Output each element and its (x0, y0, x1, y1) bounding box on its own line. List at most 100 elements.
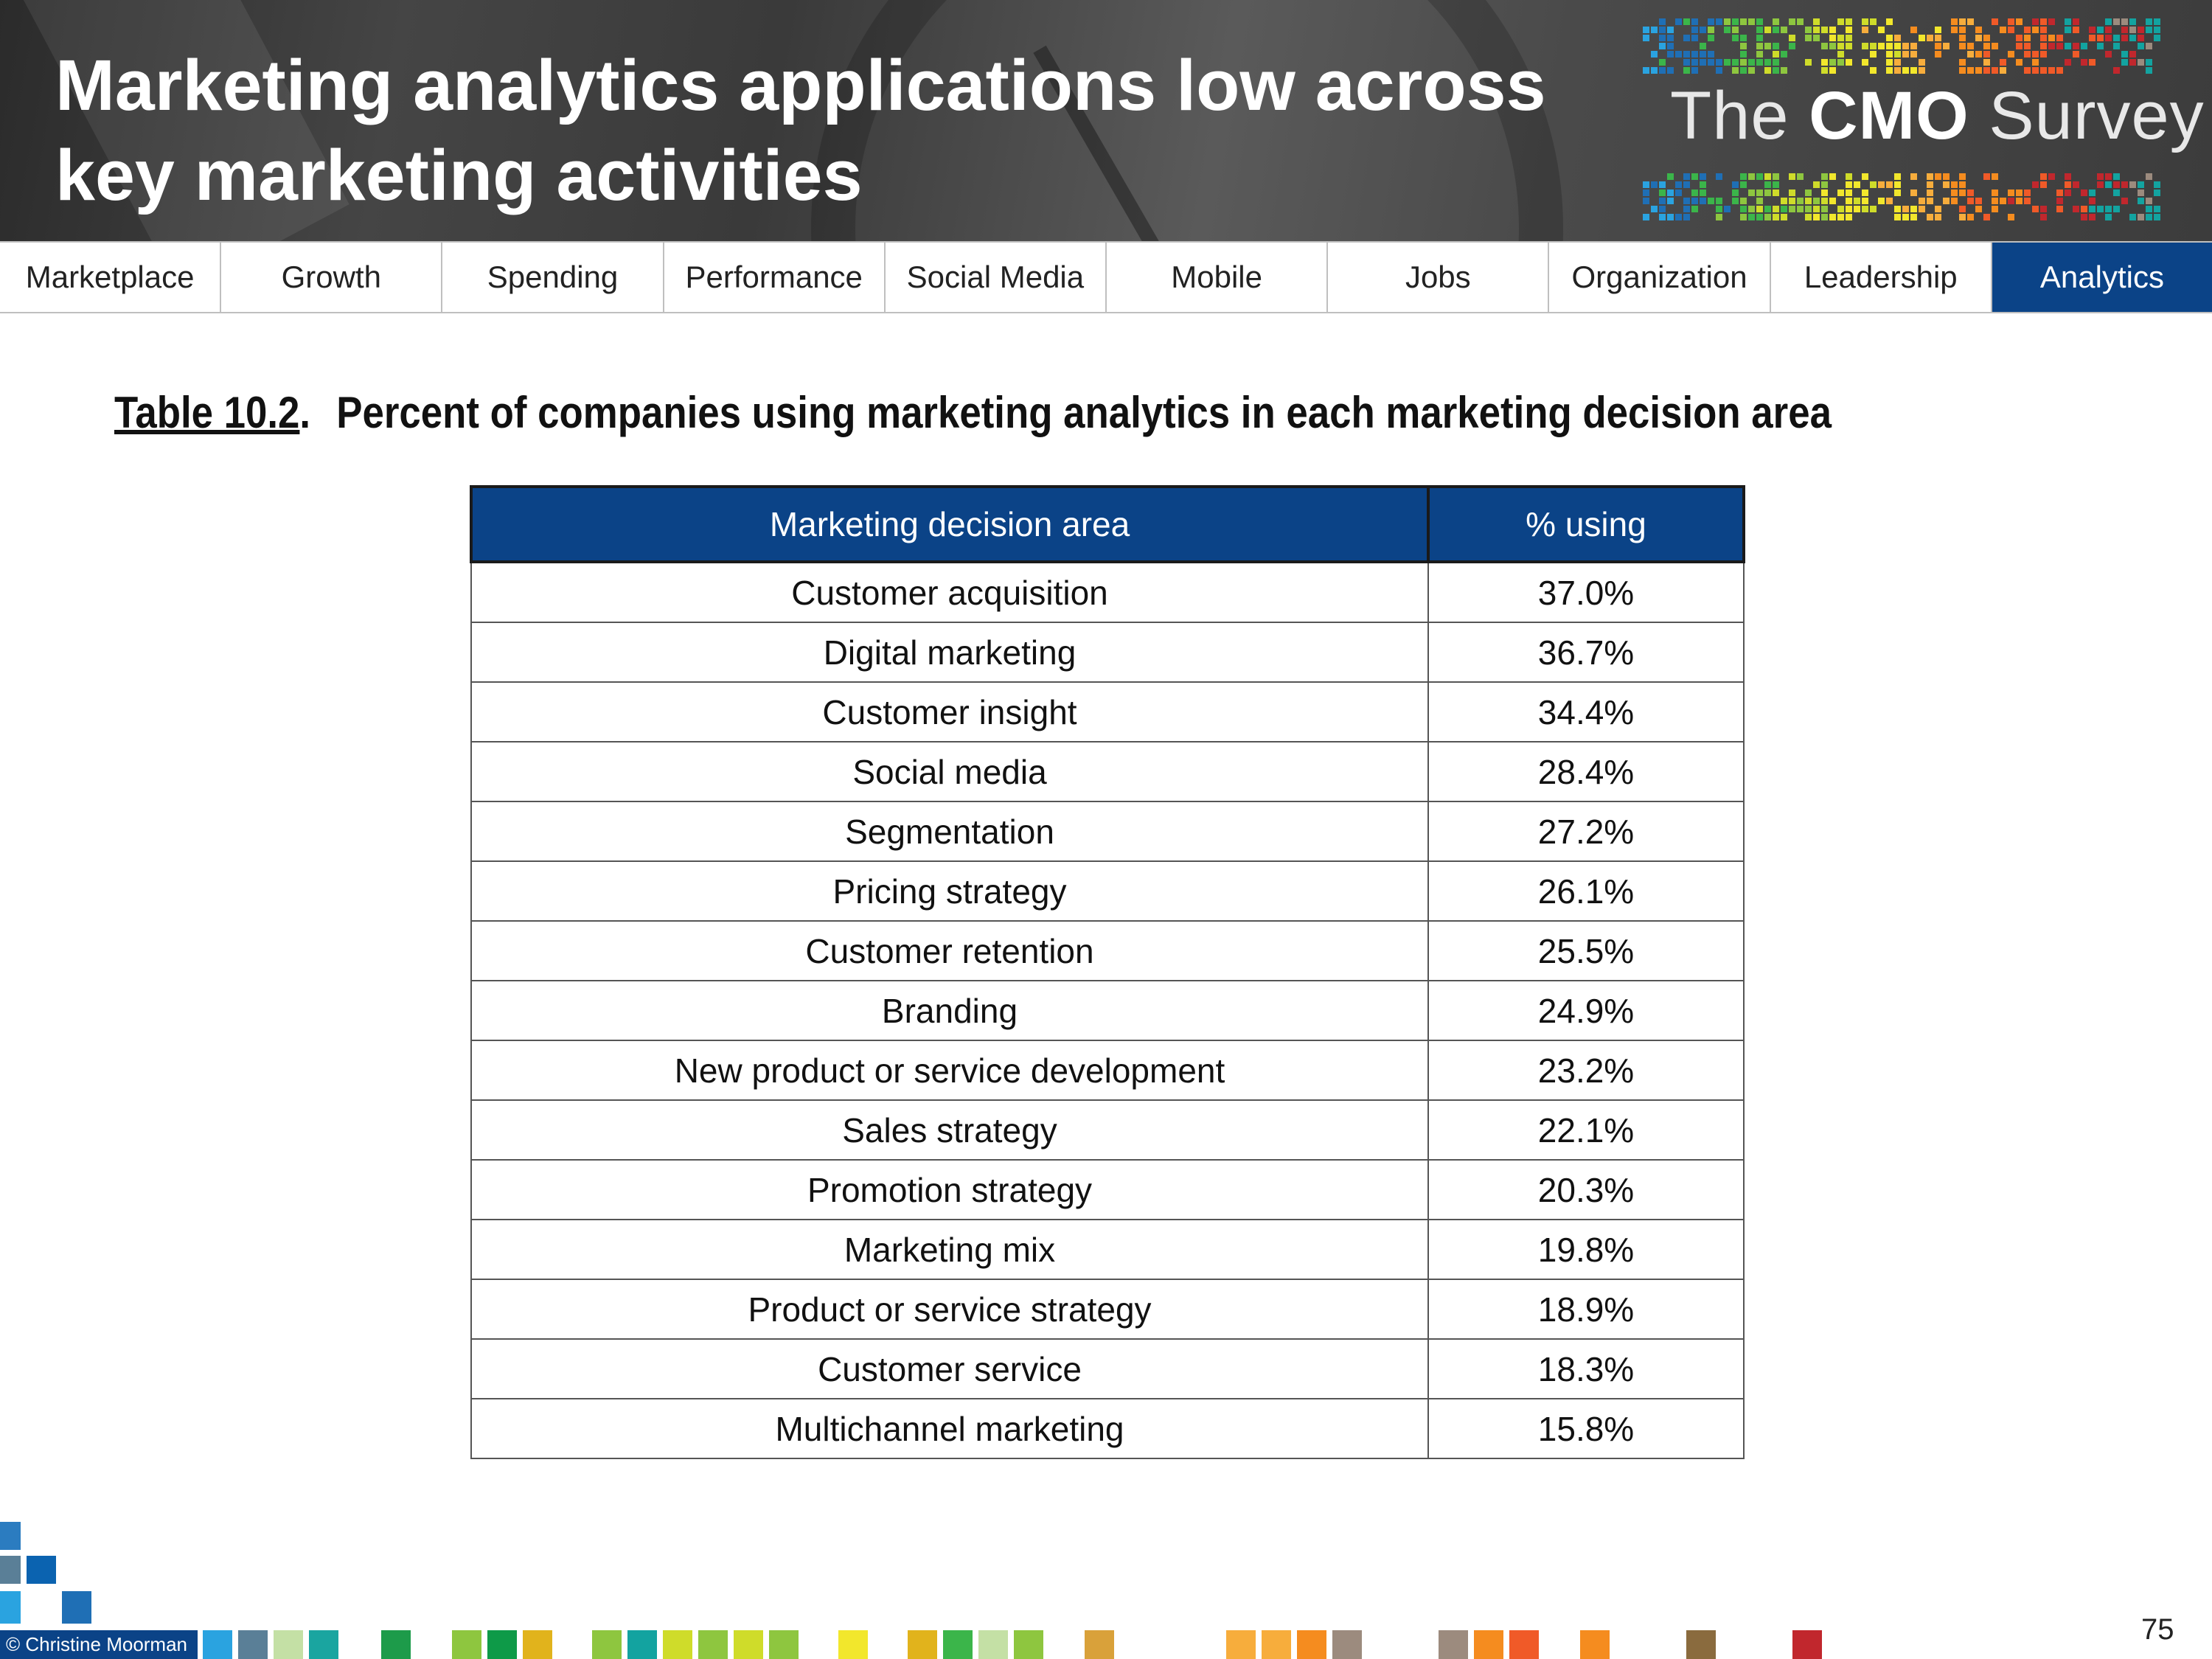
logo-pixel (1983, 59, 1990, 66)
logo-pixel (1797, 18, 1804, 25)
logo-pixel (1910, 206, 1917, 212)
logo-pixel (1748, 173, 1755, 180)
logo-pixel (1781, 27, 1787, 33)
logo-pixel (2089, 35, 2096, 41)
logo-pixel (1983, 43, 1990, 49)
logo-pixel (2040, 181, 2047, 188)
logo-pixel (2048, 67, 2055, 74)
logo-pixel (1740, 198, 1747, 204)
logo-pixel (2129, 59, 2136, 66)
logo-pixel (2081, 59, 2087, 66)
logo-pixel (1732, 27, 1739, 33)
logo-pixel (1878, 181, 1885, 188)
cell-percent: 27.2% (1427, 801, 1745, 862)
logo-pixel (1764, 67, 1771, 74)
logo-pixel (2073, 181, 2079, 188)
logo-pixel (2121, 59, 2128, 66)
tab-growth[interactable]: Growth (221, 243, 443, 312)
footer-square (487, 1630, 517, 1659)
logo-pixel (1756, 173, 1763, 180)
logo-pixel (1862, 27, 1868, 33)
logo-pixel (2121, 181, 2128, 188)
logo-pixel (1846, 59, 1852, 66)
footer-square (1085, 1630, 1114, 1659)
logo-pixel (1910, 214, 1917, 220)
logo-pixel (1992, 189, 1998, 196)
tab-organization[interactable]: Organization (1549, 243, 1771, 312)
logo-pixel (2040, 67, 2047, 74)
footer-square (0, 1522, 21, 1550)
footer-square (592, 1630, 622, 1659)
tab-analytics[interactable]: Analytics (1992, 243, 2212, 312)
logo-pixel (1837, 214, 1844, 220)
logo-pixel (1943, 173, 1950, 180)
logo-pixel (2138, 181, 2144, 188)
logo-pixel (1886, 67, 1893, 74)
logo-pixel (1773, 59, 1779, 66)
column-header-percent-using: % using (1427, 485, 1745, 563)
logo-pixel (1708, 198, 1714, 204)
logo-pixel (1773, 214, 1779, 220)
logo-pixel (1959, 67, 1966, 74)
logo-pixel (1975, 35, 1982, 41)
logo-pixel (2024, 198, 2031, 204)
logo-pixel (1894, 59, 1901, 66)
logo-pixel (2024, 189, 2031, 196)
tab-social-media[interactable]: Social Media (886, 243, 1107, 312)
logo-pixel (1805, 198, 1812, 204)
logo-pixel (2048, 43, 2055, 49)
logo-pixel (1789, 43, 1795, 49)
logo-pixel (1967, 189, 1974, 196)
table-row: New product or service development 23.2% (470, 1040, 1745, 1101)
logo-pixel (2016, 198, 2023, 204)
logo-pixel (1659, 198, 1666, 204)
column-header-decision-area: Marketing decision area (470, 485, 1430, 563)
cell-percent: 20.3% (1427, 1159, 1745, 1220)
logo-pixel (2000, 27, 2006, 33)
logo-pixel (1975, 67, 1982, 74)
tab-leadership[interactable]: Leadership (1771, 243, 1992, 312)
logo-pixel (1789, 189, 1795, 196)
logo-pixel (1651, 181, 1658, 188)
logo-pixel (1992, 173, 1998, 180)
logo-pixel (1764, 59, 1771, 66)
logo-pixel (1740, 59, 1747, 66)
cell-area: Marketing mix (470, 1219, 1429, 1280)
footer-square (1509, 1630, 1539, 1659)
logo-pixel (1821, 67, 1828, 74)
logo-pixel (2040, 18, 2047, 25)
logo-pixel (1708, 59, 1714, 66)
logo-pixel (1821, 189, 1828, 196)
logo-pixel (1983, 214, 1990, 220)
logo-pixel (1740, 206, 1747, 212)
logo-pixel (1894, 43, 1901, 49)
logo-pixel (1821, 214, 1828, 220)
logo-pixel (1951, 27, 1958, 33)
logo-pixel (2024, 27, 2031, 33)
logo-pixel (1700, 27, 1706, 33)
logo-pixel (1959, 27, 1966, 33)
logo-pixel (2008, 27, 2014, 33)
tab-mobile[interactable]: Mobile (1107, 243, 1329, 312)
logo-pixel (1773, 173, 1779, 180)
logo-pixel (2024, 67, 2031, 74)
logo-pixel (1691, 18, 1698, 25)
tab-jobs[interactable]: Jobs (1328, 243, 1550, 312)
logo-pixel (1870, 51, 1877, 58)
tab-marketplace[interactable]: Marketplace (0, 243, 222, 312)
logo-pixel (1756, 59, 1763, 66)
logo-pixel (1886, 59, 1893, 66)
logo-pixel (1862, 173, 1868, 180)
tab-spending[interactable]: Spending (442, 243, 664, 312)
logo-pixel (1967, 51, 1974, 58)
logo-pixel (1992, 67, 1998, 74)
logo-pixel (1781, 206, 1787, 212)
logo-pixel (1675, 214, 1682, 220)
logo-pixel (1894, 214, 1901, 220)
logo-pixel (2000, 198, 2006, 204)
logo-pixel (1748, 18, 1755, 25)
logo-pixel (1967, 198, 1974, 204)
tab-performance[interactable]: Performance (664, 243, 886, 312)
logo-pixel (1773, 189, 1779, 196)
footer-square (943, 1630, 973, 1659)
